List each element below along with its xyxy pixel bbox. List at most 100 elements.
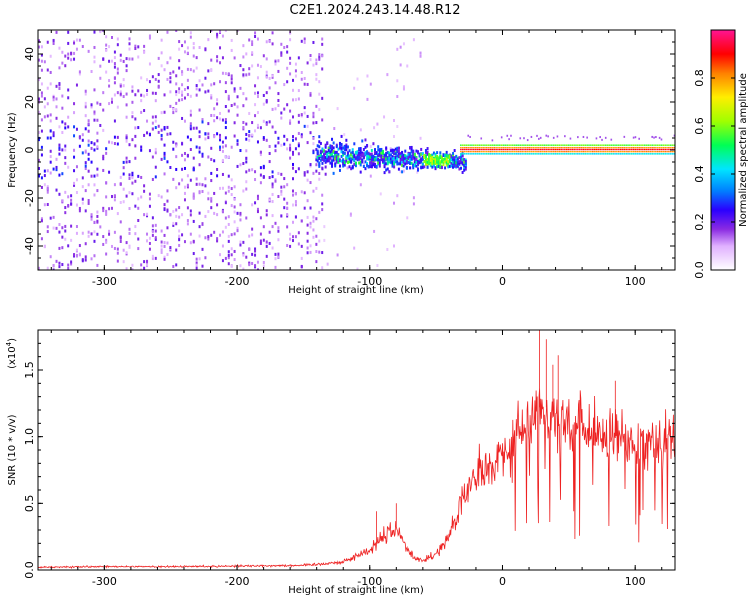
spectrogram-cell — [105, 240, 108, 244]
spectrogram-cell — [52, 226, 55, 230]
spectrogram-cell — [662, 144, 665, 146]
spectrogram-cell — [353, 157, 356, 161]
spectrogram-cell — [326, 157, 329, 161]
spectrogram-cell — [131, 174, 134, 178]
spectrogram-cell — [401, 170, 404, 174]
spectrogram-cell — [113, 62, 116, 66]
spectrogram-cell — [73, 181, 76, 185]
spectrogram-cell — [183, 40, 186, 44]
spectrogram-cell — [181, 142, 184, 146]
spectrogram-cell — [582, 148, 585, 151]
spectrogram-cell — [401, 153, 404, 157]
spectrogram-cell — [530, 151, 533, 153]
spectrogram-cell — [380, 147, 383, 151]
spectrogram-cell — [429, 160, 432, 164]
spectrogram-cell — [378, 153, 381, 157]
spectrogram-cell — [610, 144, 613, 146]
spectrogram-cell — [242, 162, 245, 166]
spectrogram-cell — [500, 144, 503, 146]
spectrogram-cell — [321, 157, 324, 161]
spectrogram-cell — [614, 144, 616, 146]
spectrogram-cell — [38, 167, 40, 171]
spectrogram-cell — [319, 141, 322, 145]
spectrogram-cell — [378, 158, 381, 162]
spectrogram-cell — [183, 240, 186, 244]
spectrogram-cell — [327, 159, 330, 163]
spectrogram-cell — [40, 91, 43, 95]
spectrogram-cell — [552, 146, 555, 149]
spectrogram-cell — [134, 144, 137, 148]
spectrogram-cell — [370, 148, 373, 152]
spectrogram-cell — [43, 60, 46, 64]
spectrogram-cell — [480, 151, 483, 153]
spectrogram-cell — [46, 190, 49, 194]
spectrogram-cell — [512, 144, 514, 146]
spectrogram-cell — [40, 45, 43, 49]
spectrogram-cell — [418, 153, 421, 157]
spectrogram-cell — [321, 208, 324, 212]
spectrogram-cell — [221, 244, 224, 248]
spectrogram-cell — [236, 211, 239, 215]
spectrogram-cell — [380, 156, 383, 160]
spectrogram-cell — [315, 121, 318, 125]
spectrogram-cell — [70, 194, 73, 198]
spectrogram-cell — [262, 225, 265, 229]
spectrogram-cell — [606, 144, 609, 146]
spectrogram-cell — [630, 146, 633, 149]
spectrogram-cell — [401, 163, 404, 167]
spectrogram-cell — [623, 146, 626, 149]
spectrogram-cell — [499, 151, 501, 153]
spectrogram-cell — [224, 105, 227, 109]
spectrogram-cell — [558, 148, 561, 151]
spectrogram-cell — [38, 110, 40, 114]
spectrogram-cell — [463, 151, 466, 153]
spectrogram-cell — [326, 142, 329, 146]
spectrogram-cell — [248, 72, 251, 76]
spectrogram-cell — [409, 166, 412, 170]
spectrogram-cell — [256, 210, 259, 214]
spectrogram-cell — [216, 98, 219, 102]
spectrogram-cell — [96, 145, 99, 149]
spectrogram-cell — [259, 126, 262, 130]
spectrogram-cell — [178, 66, 181, 70]
spectrogram-cell — [335, 160, 338, 164]
spectrogram-cell — [577, 148, 579, 151]
spectrogram-cell — [399, 45, 402, 49]
spectrogram-cell — [46, 86, 49, 90]
spectrogram-cell — [87, 201, 90, 205]
spectrogram-cell — [612, 144, 614, 146]
spectrogram-cell — [198, 79, 201, 83]
spectrogram-cell — [329, 158, 332, 162]
spectrogram-cell — [73, 134, 76, 138]
spectrogram-cell — [358, 153, 361, 157]
spectrogram-cell — [410, 150, 413, 154]
spectrogram-cell — [49, 70, 52, 74]
spectrogram-cell — [627, 151, 629, 153]
spectrogram-cell — [595, 144, 598, 146]
spectrogram-cell — [87, 183, 90, 187]
spectrogram-cell — [38, 266, 40, 270]
spectrogram-cell — [666, 148, 668, 151]
spectrogram-cell — [315, 250, 318, 254]
spectrogram-cell — [221, 34, 224, 38]
spectrogram-cell — [113, 93, 116, 97]
spectrogram-cell — [476, 146, 479, 149]
spectrogram-cell — [523, 153, 525, 155]
spectrogram-cell — [356, 158, 359, 162]
spectrogram-cell — [577, 144, 579, 146]
spectrogram-cell — [230, 204, 233, 208]
spectrogram-cell — [154, 175, 157, 179]
spectrogram-cell — [207, 197, 210, 201]
spectrogram-cell — [525, 146, 527, 149]
spectrogram-cell — [465, 144, 468, 146]
spectrogram-cell — [233, 197, 236, 201]
spectrogram-cell — [530, 144, 533, 146]
spectrogram-cell — [410, 154, 413, 158]
spectrogram-cell — [227, 94, 230, 98]
spectrogram-cell — [656, 148, 659, 151]
spectrogram-cell — [340, 146, 343, 150]
colorbar-ticks: 0.00.20.40.60.8 — [693, 69, 735, 279]
spectrogram-cell — [128, 245, 131, 249]
spectrogram-cell — [450, 154, 453, 158]
spectrogram-cell — [102, 242, 105, 246]
